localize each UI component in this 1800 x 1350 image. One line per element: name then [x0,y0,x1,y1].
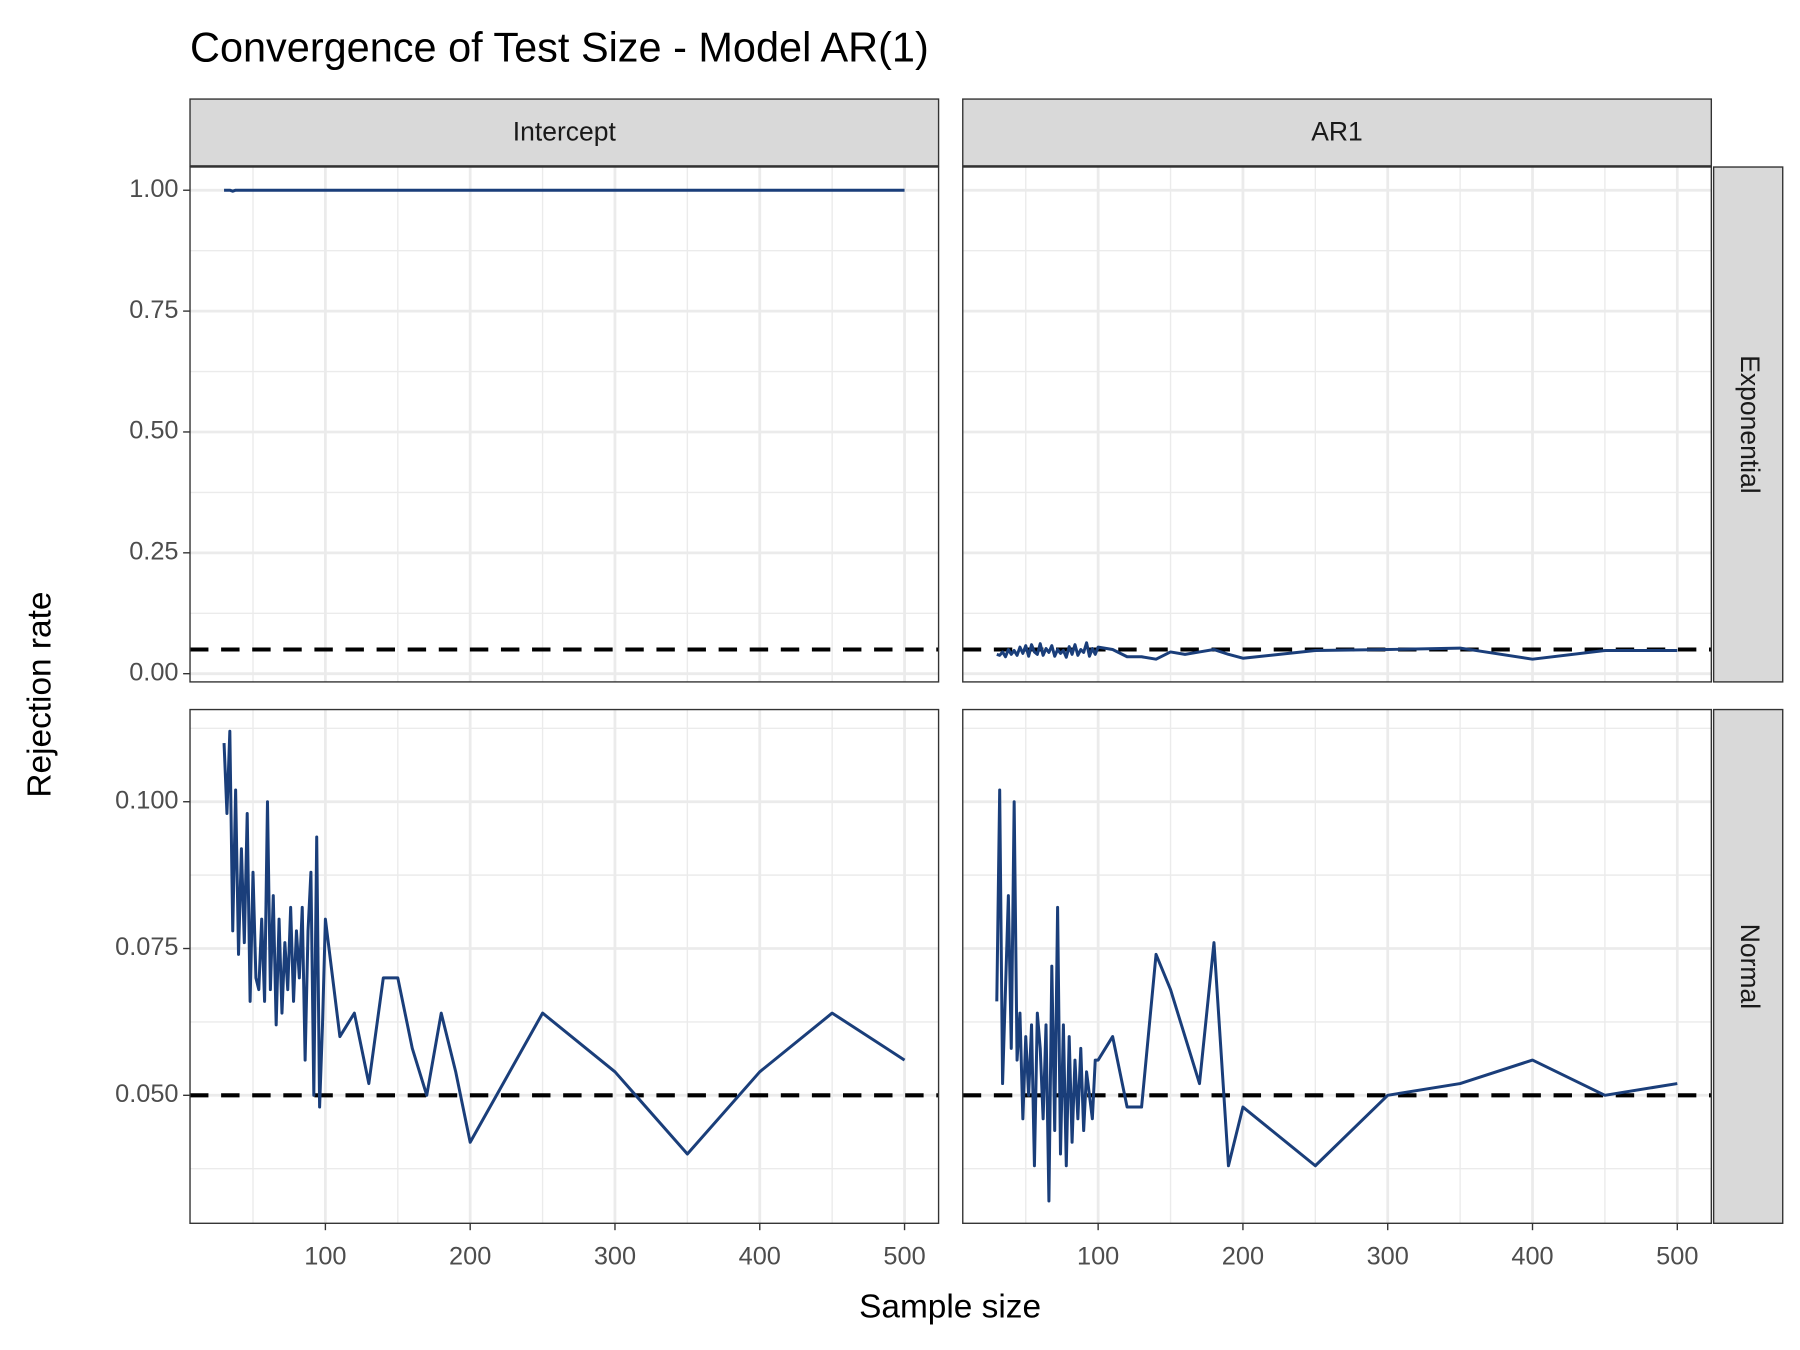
panel-border [189,708,940,1224]
y-tick-label: 0.050 [115,1080,178,1108]
strip-label: Exponential [1735,355,1765,493]
series-line [996,641,1678,661]
x-axis-label: Sample size [859,1288,1041,1325]
strip [1712,708,1784,1224]
y-tick-label: 1.00 [129,175,178,203]
x-tick-label: 500 [883,1243,925,1271]
x-tick-label: 300 [1367,1243,1409,1271]
strip-label: AR1 [1311,117,1363,147]
series-line [222,729,906,1156]
y-tick-label: 0.75 [129,296,178,324]
x-tick-label: 400 [1511,1243,1553,1271]
panel-background [962,709,1712,1224]
x-tick-label: 200 [1222,1243,1264,1271]
chart-title: Convergence of Test Size - Model AR(1) [190,24,929,71]
y-tick-label: 0.100 [115,786,178,814]
x-tick-label: 100 [1077,1243,1119,1271]
y-axis-label: Rejection rate [21,592,58,798]
x-tick-label: 400 [739,1243,781,1271]
series-line [995,788,1678,1203]
x-tick-label: 100 [304,1243,346,1271]
panel-border [962,166,1713,683]
panel-background [962,167,1712,682]
x-tick-label: 500 [1656,1243,1698,1271]
panel-border [962,708,1713,1224]
panel-background [190,167,939,682]
strip [189,98,940,167]
strip-label: Normal [1735,924,1765,1009]
y-tick-label: 0.50 [129,417,178,445]
y-tick-label: 0.25 [129,538,178,566]
strip [962,98,1713,167]
y-tick-label: 0.075 [115,933,178,961]
panel-border [189,166,940,683]
y-tick-label: 0.00 [129,658,178,686]
series-line [224,188,905,193]
strip-label: Intercept [513,117,617,147]
x-tick-label: 300 [594,1243,636,1271]
x-tick-label: 200 [449,1243,491,1271]
strip [1712,166,1784,683]
